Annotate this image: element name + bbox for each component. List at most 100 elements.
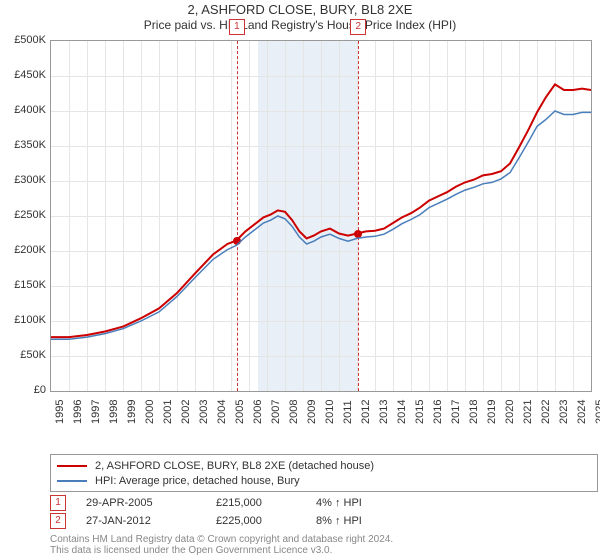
xtick-label: 2000 [144, 400, 156, 424]
legend-label: 2, ASHFORD CLOSE, BURY, BL8 2XE (detache… [95, 460, 374, 472]
gridline-v [339, 41, 340, 391]
ytick-label: £50K [0, 349, 46, 361]
xtick-label: 1995 [54, 400, 66, 424]
footer-note: Contains HM Land Registry data © Crown c… [50, 534, 590, 556]
gridline-v [105, 41, 106, 391]
plot-region: 12 [50, 40, 592, 392]
gridline-v [573, 41, 574, 391]
xtick-label: 2016 [432, 400, 444, 424]
event-line [237, 41, 238, 391]
ytick-label: £150K [0, 279, 46, 291]
gridline-v [267, 41, 268, 391]
xtick-label: 2020 [504, 400, 516, 424]
ytick-label: £200K [0, 244, 46, 256]
event-row: 2 27-JAN-2012 £225,000 8% ↑ HPI [50, 512, 590, 530]
ytick-label: £300K [0, 174, 46, 186]
event-number-box: 1 [50, 495, 66, 511]
gridline-v [447, 41, 448, 391]
event-price: £215,000 [216, 497, 316, 509]
event-hpi: 4% ↑ HPI [316, 497, 396, 509]
legend-row-price-paid: 2, ASHFORD CLOSE, BURY, BL8 2XE (detache… [57, 458, 591, 473]
gridline-v [231, 41, 232, 391]
xtick-label: 2025 [594, 400, 600, 424]
footer-line-2: This data is licensed under the Open Gov… [50, 545, 590, 556]
event-number-box: 2 [50, 513, 66, 529]
chart-area: £0£50K£100K£150K£200K£250K£300K£350K£400… [50, 40, 590, 410]
footer-line-1: Contains HM Land Registry data © Crown c… [50, 534, 590, 545]
gridline-v [375, 41, 376, 391]
xtick-label: 1997 [90, 400, 102, 424]
gridline-v [501, 41, 502, 391]
xtick-label: 2017 [450, 400, 462, 424]
gridline-v [537, 41, 538, 391]
xtick-label: 2007 [270, 400, 282, 424]
gridline-v [465, 41, 466, 391]
xtick-label: 2018 [468, 400, 480, 424]
legend-row-hpi: HPI: Average price, detached house, Bury [57, 473, 591, 488]
gridline-v [519, 41, 520, 391]
legend-swatch [57, 465, 87, 467]
event-price: £225,000 [216, 515, 316, 527]
xtick-label: 2008 [288, 400, 300, 424]
gridline-v [213, 41, 214, 391]
events-table: 1 29-APR-2005 £215,000 4% ↑ HPI 2 27-JAN… [50, 494, 590, 530]
xtick-label: 2011 [342, 400, 354, 424]
xtick-label: 2002 [180, 400, 192, 424]
ytick-label: £450K [0, 69, 46, 81]
xtick-label: 2012 [360, 400, 372, 424]
xtick-label: 1999 [126, 400, 138, 424]
event-line [358, 41, 359, 391]
gridline-v [411, 41, 412, 391]
ytick-label: £100K [0, 314, 46, 326]
gridline-v [177, 41, 178, 391]
xtick-label: 2013 [378, 400, 390, 424]
gridline-v [393, 41, 394, 391]
gridline-v [159, 41, 160, 391]
gridline-v [141, 41, 142, 391]
xtick-label: 2014 [396, 400, 408, 424]
xtick-label: 2015 [414, 400, 426, 424]
data-point [233, 237, 241, 245]
gridline-v [69, 41, 70, 391]
gridline-v [195, 41, 196, 391]
xtick-label: 1996 [72, 400, 84, 424]
gridline-v [87, 41, 88, 391]
xtick-label: 2021 [522, 400, 534, 424]
gridline-v [321, 41, 322, 391]
xtick-label: 2009 [306, 400, 318, 424]
xtick-label: 2005 [234, 400, 246, 424]
xtick-label: 2004 [216, 400, 228, 424]
xtick-label: 2023 [558, 400, 570, 424]
gridline-v [249, 41, 250, 391]
event-row: 1 29-APR-2005 £215,000 4% ↑ HPI [50, 494, 590, 512]
event-date: 29-APR-2005 [86, 497, 216, 509]
gridline-v [483, 41, 484, 391]
xtick-label: 2019 [486, 400, 498, 424]
ytick-label: £0 [0, 384, 46, 396]
event-marker-box: 1 [229, 19, 245, 35]
gridline-v [285, 41, 286, 391]
xtick-label: 1998 [108, 400, 120, 424]
xtick-label: 2010 [324, 400, 336, 424]
legend: 2, ASHFORD CLOSE, BURY, BL8 2XE (detache… [50, 454, 598, 492]
xtick-label: 2006 [252, 400, 264, 424]
legend-label: HPI: Average price, detached house, Bury [95, 475, 300, 487]
title-sub: Price paid vs. HM Land Registry's House … [0, 18, 600, 32]
event-date: 27-JAN-2012 [86, 515, 216, 527]
xtick-label: 2003 [198, 400, 210, 424]
gridline-v [429, 41, 430, 391]
gridline-v [303, 41, 304, 391]
ytick-label: £500K [0, 34, 46, 46]
gridline-v [555, 41, 556, 391]
legend-swatch [57, 480, 87, 482]
xtick-label: 2022 [540, 400, 552, 424]
ytick-label: £400K [0, 104, 46, 116]
event-hpi: 8% ↑ HPI [316, 515, 396, 527]
ytick-label: £350K [0, 139, 46, 151]
event-marker-box: 2 [350, 19, 366, 35]
title-block: 2, ASHFORD CLOSE, BURY, BL8 2XE Price pa… [0, 0, 600, 32]
ytick-label: £250K [0, 209, 46, 221]
gridline-v [123, 41, 124, 391]
xtick-label: 2024 [576, 400, 588, 424]
xtick-label: 2001 [162, 400, 174, 424]
